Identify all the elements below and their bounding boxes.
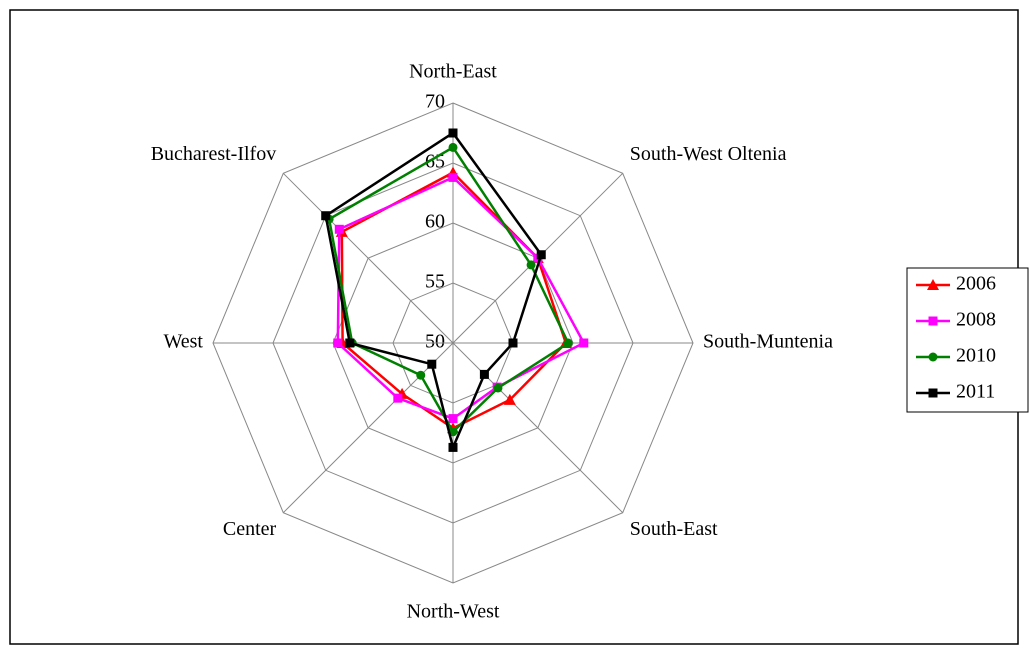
category-label: South-West Oltenia: [630, 143, 787, 165]
marker: [579, 338, 589, 348]
marker: [345, 338, 355, 348]
category-label: North-West: [407, 601, 500, 623]
marker: [416, 370, 426, 380]
marker: [928, 388, 938, 398]
category-label: Center: [223, 518, 277, 540]
marker: [479, 369, 489, 379]
marker: [448, 142, 458, 152]
series-line: [340, 171, 568, 430]
category-label: Bucharest-Ilfov: [151, 143, 277, 165]
r-tick-label: 60: [425, 211, 445, 233]
marker: [563, 338, 573, 348]
marker: [427, 359, 437, 369]
marker: [448, 128, 458, 138]
marker: [503, 393, 516, 405]
marker: [508, 338, 518, 348]
marker: [321, 211, 331, 221]
marker: [928, 352, 938, 362]
marker: [393, 393, 403, 403]
spoke: [282, 172, 454, 344]
category-label: South-East: [630, 518, 718, 540]
chart-frame: [9, 9, 1019, 645]
category-label: North-East: [409, 61, 497, 83]
r-tick-label: 55: [425, 271, 445, 293]
legend-label: 2006: [956, 273, 996, 295]
r-tick-label: 50: [425, 331, 445, 353]
legend-box: [906, 267, 1029, 413]
marker: [448, 442, 458, 452]
spoke: [282, 342, 454, 514]
legend-label: 2010: [956, 345, 996, 367]
legend-label: 2008: [956, 309, 996, 331]
marker: [493, 383, 503, 393]
marker: [448, 414, 458, 424]
category-label: West: [164, 331, 204, 353]
marker: [927, 279, 939, 290]
marker: [333, 338, 343, 348]
r-tick-label: 70: [425, 91, 445, 113]
marker: [526, 260, 536, 270]
marker: [448, 172, 458, 182]
marker: [334, 224, 344, 234]
legend-label: 2011: [956, 381, 995, 403]
category-label: South-Muntenia: [703, 331, 833, 353]
marker: [536, 250, 546, 260]
marker: [928, 316, 938, 326]
spoke: [452, 342, 624, 514]
